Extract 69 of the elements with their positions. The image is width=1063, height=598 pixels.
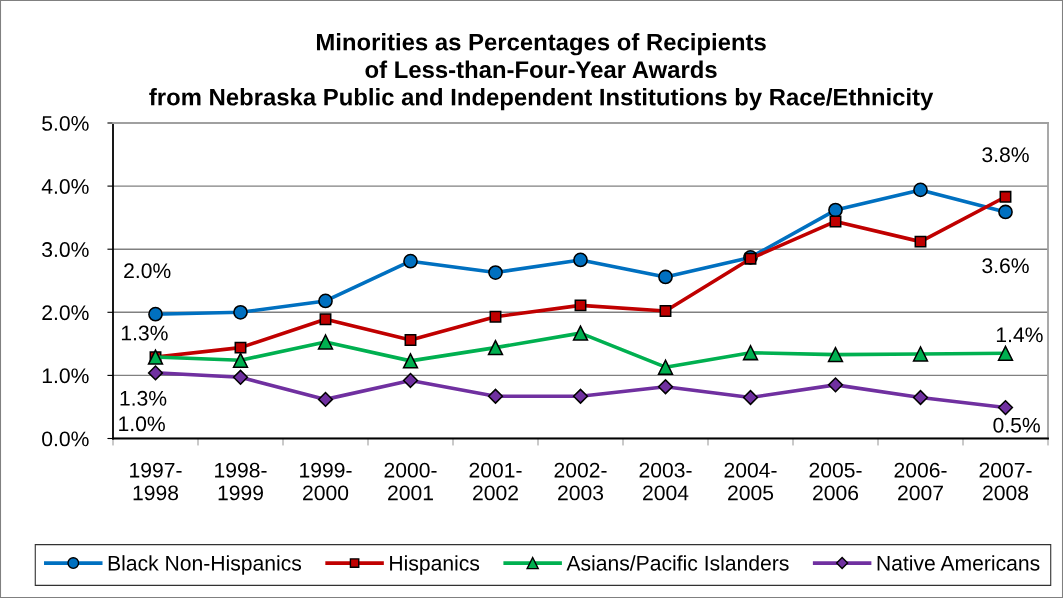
legend-label: Asians/Pacific Islanders [566, 555, 789, 571]
point [742, 389, 759, 406]
point [572, 325, 589, 341]
data-label: 1.4% [996, 327, 1043, 343]
chart-title: Minorities as Percentages of Recipients of Less-than-Four-Year Awards from Nebraska Public and Independent Institutions by Race/Ethnicity [149, 33, 934, 111]
point [829, 215, 842, 228]
point [319, 313, 332, 326]
x-tick-label: 2005- 2006 [809, 462, 862, 501]
point [742, 344, 759, 361]
x-tick-label: 2004- 2005 [724, 462, 777, 501]
data-label: 1.0% [119, 416, 165, 432]
x-tick-label: 1999- 2000 [300, 462, 352, 501]
point [317, 391, 334, 408]
point [572, 388, 589, 404]
point [659, 305, 672, 318]
point [574, 299, 587, 312]
y-tick-label: 1.0% [42, 368, 89, 384]
point [487, 339, 504, 356]
x-tick-label: 2003- 2004 [639, 462, 692, 501]
x-tick-label: 2006- 2007 [894, 462, 947, 501]
point [998, 204, 1013, 220]
x-tick-label: 2007- 2008 [979, 462, 1032, 501]
point [912, 389, 929, 406]
point [402, 372, 419, 389]
point [997, 399, 1014, 416]
x-tick-label: 2002- 2003 [554, 462, 607, 501]
point [913, 182, 928, 198]
point [912, 346, 929, 362]
point [317, 334, 334, 350]
point [489, 310, 502, 323]
y-tick-label: 5.0% [42, 115, 89, 131]
point [827, 346, 844, 363]
legend-label: Hispanics [390, 555, 480, 575]
point [318, 293, 333, 309]
point [403, 253, 418, 269]
point [914, 235, 927, 248]
legend-label: Black Non-Hispanics [108, 555, 302, 575]
y-tick-label: 4.0% [41, 179, 89, 194]
y-tick-label: 2.0% [42, 305, 89, 321]
legend-label: Native Americans [877, 555, 1040, 571]
x-tick-label: 2000- 2001 [384, 462, 437, 501]
point [404, 334, 417, 347]
point [657, 359, 674, 375]
point [234, 341, 247, 354]
data-label: 1.3% [120, 390, 167, 406]
point [997, 345, 1014, 362]
data-label: 2.0% [124, 263, 171, 279]
point [232, 352, 249, 368]
point [657, 379, 674, 395]
data-label: 0.5% [993, 417, 1040, 433]
point [658, 269, 673, 285]
x-tick-label: 1997- 1998 [130, 462, 182, 501]
y-tick-label: 0.0% [42, 431, 89, 447]
point [827, 377, 844, 393]
data-label: 3.8% [982, 147, 1029, 163]
point [233, 304, 248, 320]
data-label: 3.6% [982, 258, 1029, 274]
x-tick-label: 2001- 2002 [469, 462, 522, 501]
data-label: 1.3% [121, 325, 168, 341]
point [999, 190, 1012, 203]
point [488, 265, 503, 280]
point [487, 388, 504, 404]
x-tick-label: 1998- 1999 [215, 462, 267, 501]
point [147, 365, 164, 381]
y-tick-label: 3.0% [42, 242, 89, 258]
point [148, 306, 163, 322]
point [232, 369, 249, 385]
point [573, 252, 588, 268]
point [402, 353, 419, 369]
